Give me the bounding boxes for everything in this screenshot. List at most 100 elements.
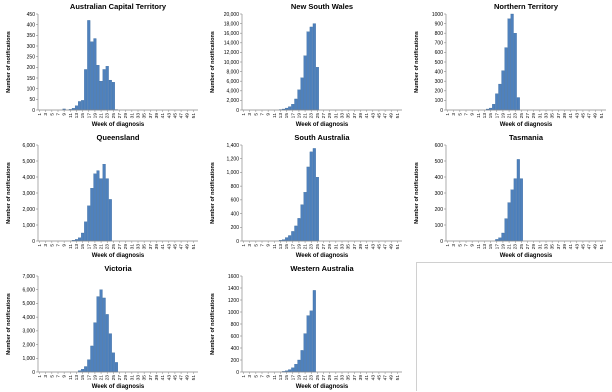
chart-title: Queensland [97,133,140,142]
x-tick-label: 31 [333,375,339,381]
y-tick-label: 400 [231,211,240,217]
x-tick-label: 25 [315,375,321,381]
bar [499,238,502,241]
bar [87,360,90,372]
bar [307,32,310,110]
x-tick-label: 3 [451,113,457,116]
x-tick-label: 33 [544,244,550,250]
x-tick-label: 9 [62,113,68,116]
x-tick-label: 39 [358,244,364,250]
x-tick-label: 13 [74,113,80,119]
y-tick-label: 600 [435,143,444,149]
x-tick-label: 25 [315,113,321,119]
bar [100,81,103,110]
chart-svg: Northern Territory0100200300400500600700… [408,0,612,130]
x-tick-label: 25 [111,244,117,250]
x-tick-label: 19 [296,375,302,381]
bar [304,334,307,372]
x-tick-label: 29 [327,113,333,119]
chart-title: New South Wales [291,2,353,11]
x-tick-label: 7 [56,113,62,116]
x-tick-label: 15 [80,113,86,119]
y-tick-label: 600 [231,198,240,204]
x-tick-label: 23 [513,244,519,250]
x-tick-label: 1 [241,113,247,116]
y-tick-label: 250 [27,54,36,60]
x-axis-label: Week of diagnosis [296,253,349,259]
x-tick-label: 49 [185,244,191,250]
x-tick-label: 45 [172,113,178,119]
bar [106,179,109,241]
x-tick-label: 25 [315,244,321,250]
x-tick-label: 37 [556,113,562,119]
x-tick-label: 3 [247,113,253,116]
bar [91,188,94,241]
x-tick-label: 5 [457,244,463,247]
x-tick-label: 27 [321,244,327,250]
x-tick-label: 3 [43,375,49,378]
x-tick-label: 23 [309,113,315,119]
bar [505,219,508,241]
y-tick-label: 18,000 [224,21,240,27]
x-tick-label: 25 [111,113,117,119]
x-tick-label: 25 [519,244,525,250]
bar [511,14,514,110]
y-tick-label: 450 [27,12,36,18]
x-tick-label: 45 [172,375,178,381]
x-tick-label: 37 [352,244,358,250]
bar [301,205,304,241]
x-tick-label: 27 [117,375,123,381]
y-tick-label: 0 [440,108,443,114]
x-tick-label: 7 [464,244,470,247]
x-tick-label: 19 [296,244,302,250]
x-tick-label: 49 [389,375,395,381]
x-tick-label: 35 [346,375,352,381]
x-tick-label: 47 [587,244,593,250]
bar [517,159,520,241]
bar [291,104,294,110]
x-tick-label: 29 [123,244,129,250]
y-tick-label: 400 [27,22,36,28]
x-tick-label: 33 [136,244,142,250]
x-tick-label: 25 [519,113,525,119]
bar [100,290,103,372]
x-tick-label: 39 [358,113,364,119]
x-tick-label: 51 [395,244,401,250]
x-tick-label: 45 [376,375,382,381]
x-tick-label: 35 [550,244,556,250]
bar [78,238,81,241]
y-tick-label: 200 [435,207,444,213]
x-tick-label: 31 [537,113,543,119]
x-tick-label: 27 [321,375,327,381]
y-tick-label: 800 [231,322,240,328]
bar [316,67,319,110]
y-tick-label: 350 [27,33,36,39]
x-tick-label: 13 [482,113,488,119]
chart-title: Australian Capital Territory [70,2,167,11]
y-tick-label: 800 [435,31,444,37]
y-tick-label: 100 [435,98,444,104]
x-tick-label: 19 [500,244,506,250]
x-tick-label: 21 [507,244,513,250]
x-tick-label: 21 [303,113,309,119]
x-tick-label: 9 [266,244,272,247]
y-tick-label: 50 [29,97,35,103]
bar [106,314,109,372]
bar [81,369,84,372]
x-tick-label: 23 [309,244,315,250]
y-tick-label: 600 [231,334,240,340]
bar [84,69,87,110]
x-tick-label: 51 [395,113,401,119]
x-tick-label: 41 [160,375,166,381]
x-tick-label: 41 [160,113,166,119]
x-tick-label: 23 [105,244,111,250]
x-tick-label: 3 [43,113,49,116]
bar [304,192,307,241]
bar [301,350,304,372]
y-tick-label: 7,000 [22,274,35,280]
x-tick-label: 13 [74,244,80,250]
